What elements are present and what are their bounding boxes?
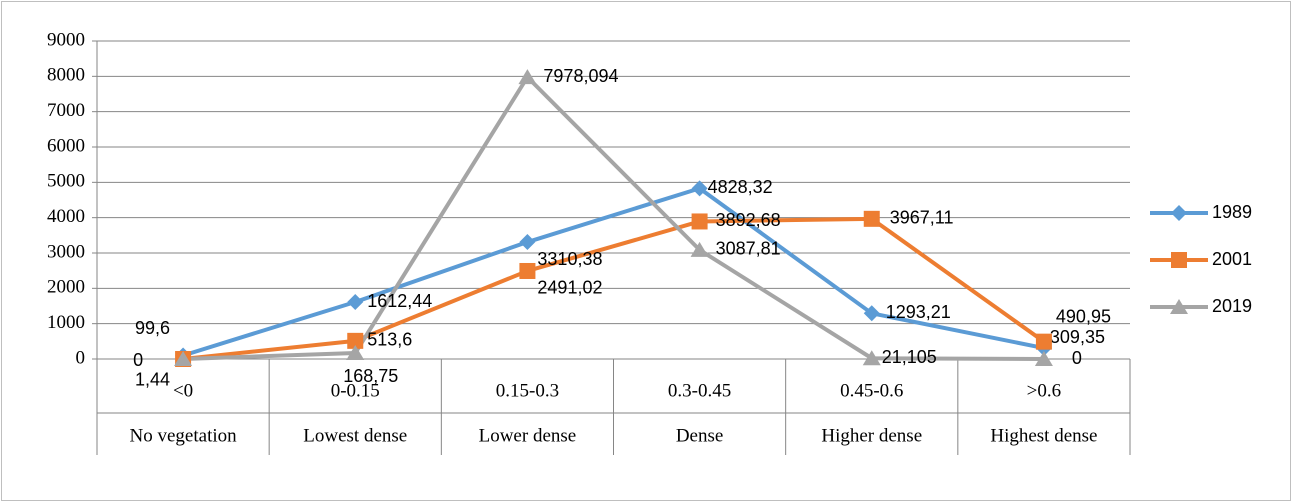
y-tick-label: 7000 (47, 100, 85, 121)
x-tick-label: 0.15-0.3 (496, 380, 559, 401)
marker (1171, 205, 1187, 221)
marker (1171, 252, 1187, 268)
data-label: 3310,38 (537, 249, 602, 269)
data-label: 490,95 (1056, 306, 1111, 326)
data-label: 7978,094 (543, 66, 618, 86)
data-label: 3087,81 (716, 239, 781, 259)
marker (174, 350, 193, 366)
x-group-label: Highest dense (990, 425, 1097, 446)
x-group-label: No vegetation (130, 425, 238, 446)
data-label: 21,105 (882, 347, 937, 367)
data-label: 1293,21 (886, 302, 951, 322)
data-label: 0 (1072, 348, 1082, 368)
y-tick-label: 4000 (47, 206, 85, 227)
y-tick-label: 3000 (47, 241, 85, 262)
legend-label: 2019 (1212, 296, 1252, 316)
x-group-label: Lower dense (479, 425, 577, 446)
y-tick-label: 9000 (47, 29, 85, 50)
marker (1170, 299, 1188, 314)
series-line (182, 216, 1046, 361)
data-label: 0 (133, 350, 143, 370)
legend-label: 1989 (1212, 202, 1252, 222)
x-tick-label: >0.6 (1027, 380, 1061, 401)
data-label: 1612,44 (367, 291, 432, 311)
marker (862, 350, 881, 366)
y-tick-label: 0 (76, 347, 86, 368)
y-tick-label: 5000 (47, 171, 85, 192)
legend-label: 2001 (1212, 249, 1252, 269)
marker (1035, 333, 1052, 350)
x-tick-label: 0-0.15 (331, 380, 380, 401)
data-label: 1,44 (135, 370, 170, 390)
y-tick-label: 8000 (47, 65, 85, 86)
x-tick-label: 0.3-0.45 (668, 380, 731, 401)
data-label: 309,35 (1050, 327, 1105, 347)
data-label: 3967,11 (890, 208, 954, 228)
y-tick-label: 6000 (47, 135, 85, 156)
marker (863, 210, 880, 227)
data-label: 2491,02 (537, 278, 602, 298)
marker (1034, 351, 1053, 366)
y-tick-label: 1000 (47, 312, 85, 333)
series-line (183, 75, 1044, 361)
marker (519, 234, 536, 251)
x-tick-label: <0 (173, 380, 193, 401)
data-label: 3892,68 (716, 210, 781, 230)
x-group-label: Dense (676, 425, 723, 446)
x-group-label: Higher dense (821, 425, 922, 446)
x-tick-label: 0.45-0.6 (840, 380, 903, 401)
data-label: 513,6 (367, 330, 412, 350)
data-label: 168,75 (343, 366, 398, 386)
marker (347, 294, 364, 311)
data-label: 99,6 (135, 318, 170, 338)
data-label: 4828,32 (708, 177, 773, 197)
x-group-label: Lowest dense (303, 425, 407, 446)
marker (518, 69, 537, 85)
marker (347, 332, 364, 349)
y-tick-label: 2000 (47, 277, 85, 298)
marker (863, 305, 880, 322)
marker (519, 262, 536, 279)
marker (691, 180, 708, 197)
marker (346, 345, 365, 361)
series-line (182, 186, 1045, 358)
marker (690, 241, 709, 257)
marker (691, 213, 708, 230)
